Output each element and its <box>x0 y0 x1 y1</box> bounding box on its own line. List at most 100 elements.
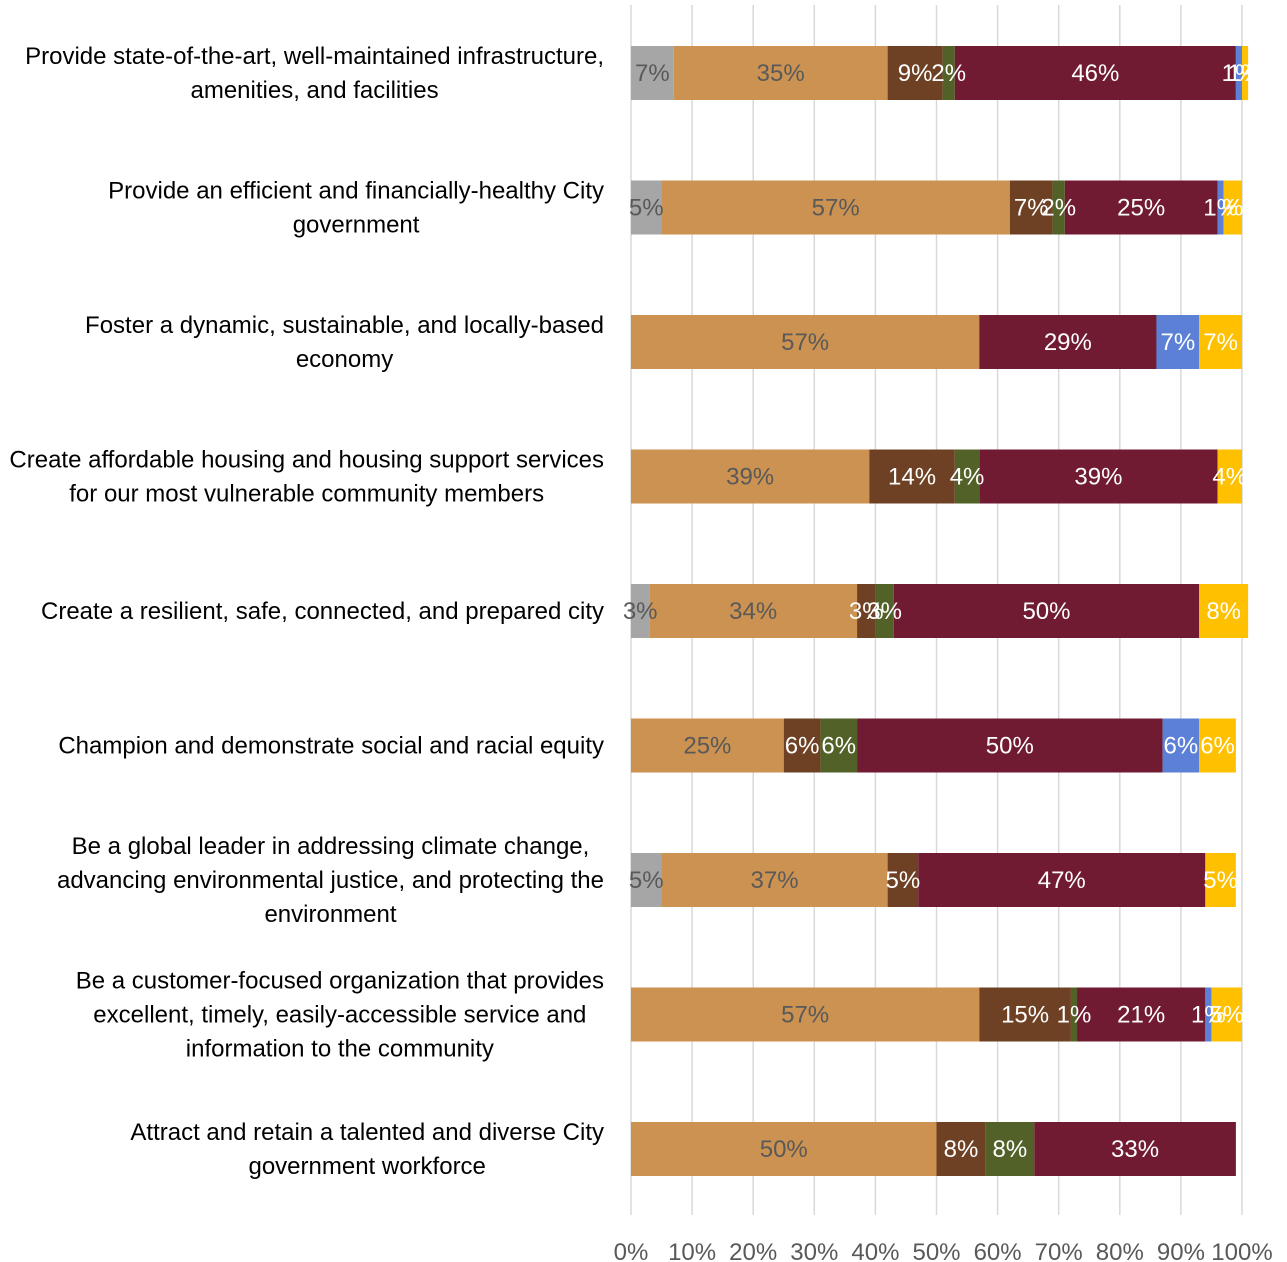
data-label: 57% <box>781 1002 829 1029</box>
x-tick-label: 80% <box>1096 1239 1144 1262</box>
data-label: 1% <box>1203 195 1238 222</box>
category-label-line: economy <box>296 346 393 373</box>
bar-segment <box>942 46 955 100</box>
x-tick-label: 30% <box>790 1239 838 1262</box>
category-label-line: Provide state-of-the-art, well-maintaine… <box>25 43 604 70</box>
data-label: 37% <box>751 867 799 894</box>
bar-segment <box>631 315 980 369</box>
data-label: 47% <box>1038 867 1086 894</box>
category-label-line: Create affordable housing and housing su… <box>9 447 604 474</box>
bar-segment <box>1162 718 1200 773</box>
data-label: 34% <box>729 598 777 625</box>
category-label-line: Provide an efficient and financially-hea… <box>108 178 604 205</box>
x-tick-label: 90% <box>1157 1239 1205 1262</box>
data-label: 5% <box>629 195 664 222</box>
x-tick-label: 10% <box>668 1239 716 1262</box>
category-label-line: Be a global leader in addressing climate… <box>72 833 590 860</box>
category-label-line: amenities, and facilities <box>190 77 438 104</box>
data-label: 50% <box>986 733 1034 760</box>
bar-segment <box>1205 853 1236 907</box>
bar-segment <box>979 987 1071 1042</box>
bar-segment <box>820 718 858 773</box>
data-label: 1% <box>1057 1002 1092 1029</box>
bar-segment <box>1156 315 1200 369</box>
bar-segment <box>631 718 784 773</box>
bar-segment <box>887 46 943 100</box>
data-label: 9% <box>898 60 933 87</box>
bar-segment <box>1205 987 1212 1042</box>
category-label: Create a resilient, safe, connected, and… <box>41 598 604 625</box>
data-label: 39% <box>1074 464 1122 491</box>
category-label-line: information to the community <box>186 1036 494 1063</box>
data-label: 3% <box>849 598 884 625</box>
category-label-line: excellent, timely, easily-accessible ser… <box>93 1002 586 1029</box>
data-label: 6% <box>785 733 820 760</box>
bar-segment <box>1217 180 1224 235</box>
bar-segment <box>954 46 1236 100</box>
category-label: Provide state-of-the-art, well-maintaine… <box>25 43 604 104</box>
bar-segment <box>954 449 980 504</box>
bar-segment <box>979 449 1218 504</box>
category-label: Champion and demonstrate social and raci… <box>58 733 604 760</box>
bar-segment <box>1199 584 1249 638</box>
data-label: 5% <box>1209 1002 1244 1029</box>
data-label: 35% <box>757 60 805 87</box>
data-label: 57% <box>781 329 829 356</box>
category-label: Be a global leader in addressing climate… <box>57 833 604 928</box>
category-label-line: government workforce <box>248 1153 485 1180</box>
data-label: 50% <box>760 1136 808 1163</box>
bar-segment <box>649 584 858 638</box>
bar-segment <box>631 853 662 907</box>
x-tick-label: 40% <box>851 1239 899 1262</box>
bar-segment <box>661 853 888 907</box>
category-label-line: Foster a dynamic, sustainable, and local… <box>85 312 604 339</box>
data-label: 1% <box>1222 60 1257 87</box>
bar-segment <box>1199 315 1242 369</box>
category-label-line: government <box>293 212 420 239</box>
data-label: 1% <box>1228 60 1263 87</box>
bar-segment <box>1070 987 1078 1042</box>
bar-segment <box>1223 180 1242 235</box>
data-label: 5% <box>1203 867 1238 894</box>
category-label-line: advancing environmental justice, and pro… <box>57 867 604 894</box>
data-label: 8% <box>1206 598 1241 625</box>
category-label: Foster a dynamic, sustainable, and local… <box>85 312 604 373</box>
bar-segment <box>1064 180 1218 235</box>
data-label: 2% <box>931 60 966 87</box>
bar-segment <box>631 449 870 504</box>
data-label: 4% <box>1212 464 1247 491</box>
bar-segment <box>631 1122 937 1176</box>
bar-segment <box>673 46 888 100</box>
data-label: 25% <box>683 733 731 760</box>
data-label: 21% <box>1117 1002 1165 1029</box>
bar-segment <box>1235 46 1242 100</box>
data-label: 3% <box>867 598 902 625</box>
bar-segment <box>869 449 955 504</box>
bar-segment <box>1242 46 1249 100</box>
bar-segment <box>631 46 674 100</box>
bar-segment <box>631 584 650 638</box>
category-label-line: Create a resilient, safe, connected, and… <box>41 598 604 625</box>
category-label: Provide an efficient and financially-hea… <box>108 178 604 239</box>
category-label-line: environment <box>264 901 396 928</box>
bar-segment <box>887 853 919 907</box>
x-tick-label: 0% <box>614 1239 649 1262</box>
data-label: 1% <box>1191 1002 1226 1029</box>
category-label-line: Champion and demonstrate social and raci… <box>58 733 604 760</box>
bar-segment <box>893 584 1200 638</box>
data-label: 3% <box>623 598 658 625</box>
bar-segment <box>1052 180 1065 235</box>
data-labels: 7% 35% 9%2% 46% 1%1%5% 57% 7%2% 25% 1%%57% 29% 7% 7… <box>623 60 1263 1163</box>
category-label: Create affordable housing and housing su… <box>9 447 604 508</box>
bar-segment <box>1211 987 1242 1042</box>
bar-segment <box>857 584 876 638</box>
bar-segment <box>1077 987 1206 1042</box>
data-label: 2% <box>1041 195 1076 222</box>
data-label: 4% <box>950 464 985 491</box>
category-label-line: Attract and retain a talented and divers… <box>130 1119 604 1146</box>
bar-segment <box>631 987 980 1042</box>
data-label: 33% <box>1111 1136 1159 1163</box>
data-label: 39% <box>726 464 774 491</box>
data-label: 5% <box>629 867 664 894</box>
